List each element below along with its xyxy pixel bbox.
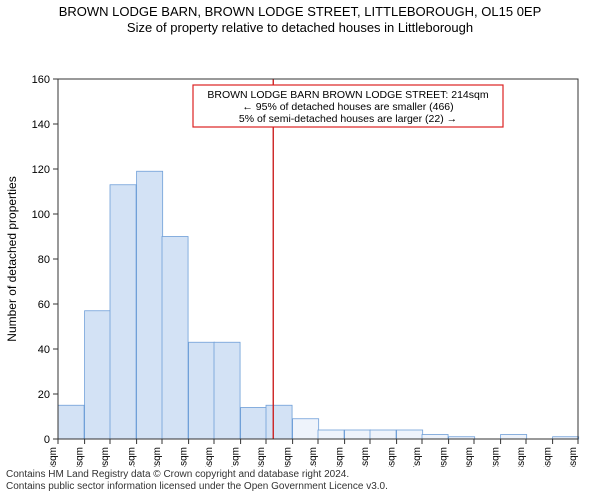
histogram-bar bbox=[214, 342, 240, 439]
y-tick-label: 140 bbox=[32, 119, 50, 131]
callout-line-1: BROWN LODGE BARN BROWN LODGE STREET: 214… bbox=[207, 89, 488, 101]
histogram-bar bbox=[58, 405, 84, 439]
x-tick-label: 359sqm bbox=[439, 447, 450, 467]
callout-line-2: ← 95% of detached houses are smaller (46… bbox=[242, 101, 453, 113]
x-tick-label: 294sqm bbox=[360, 447, 371, 467]
x-tick-label: 251sqm bbox=[308, 447, 319, 467]
y-tick-label: 100 bbox=[32, 209, 50, 221]
x-tick-label: 58sqm bbox=[75, 447, 86, 467]
y-tick-label: 120 bbox=[32, 164, 50, 176]
histogram-bar bbox=[241, 407, 267, 439]
footer: Contains HM Land Registry data © Crown c… bbox=[0, 467, 600, 498]
chart-container: 0 20 40 60 80 100 120 140 160 Number of detached … bbox=[0, 37, 600, 467]
histogram-bar bbox=[85, 310, 111, 438]
x-tick-label: 122sqm bbox=[152, 447, 163, 467]
x-tick-label: 36sqm bbox=[48, 447, 59, 467]
y-axis-label: Number of detached properties bbox=[5, 176, 19, 341]
histogram-bar bbox=[162, 236, 188, 439]
x-tick-label: 402sqm bbox=[491, 447, 502, 467]
histogram-bar bbox=[318, 430, 344, 439]
x-tick-label: 230sqm bbox=[283, 447, 294, 467]
callout-line-3: 5% of semi-detached houses are larger (2… bbox=[239, 113, 457, 125]
x-tick-label: 79sqm bbox=[100, 447, 111, 467]
histogram-bar bbox=[345, 430, 371, 439]
x-tick-label: 423sqm bbox=[516, 447, 527, 467]
histogram-bar bbox=[422, 434, 448, 439]
x-tick-label: 101sqm bbox=[127, 447, 138, 467]
histogram-bar bbox=[189, 342, 215, 439]
footer-line-2: Contains public sector information licen… bbox=[6, 481, 594, 494]
histogram-bar bbox=[266, 405, 292, 439]
histogram-bar bbox=[397, 430, 423, 439]
histogram-bar bbox=[293, 418, 319, 438]
title-line-1: BROWN LODGE BARN, BROWN LODGE STREET, LI… bbox=[0, 4, 600, 20]
y-tick-label: 20 bbox=[38, 389, 50, 401]
x-tick-label: 445sqm bbox=[543, 447, 554, 467]
x-tick-label: 337sqm bbox=[412, 447, 423, 467]
x-tick-label: 187sqm bbox=[231, 447, 242, 467]
x-tick-label: 165sqm bbox=[204, 447, 215, 467]
histogram-bar bbox=[501, 434, 527, 439]
x-tick-label: 380sqm bbox=[464, 447, 475, 467]
x-tick-label: 273sqm bbox=[335, 447, 346, 467]
x-tick-label: 208sqm bbox=[256, 447, 267, 467]
y-tick-label: 0 bbox=[44, 434, 50, 446]
x-tick-label: 466sqm bbox=[568, 447, 579, 467]
title-line-2: Size of property relative to detached ho… bbox=[0, 20, 600, 36]
footer-line-1: Contains HM Land Registry data © Crown c… bbox=[6, 469, 594, 482]
x-tick-label: 144sqm bbox=[179, 447, 190, 467]
x-tick-label: 316sqm bbox=[387, 447, 398, 467]
histogram-chart: 0 20 40 60 80 100 120 140 160 Number of detached … bbox=[0, 37, 600, 467]
chart-titles: BROWN LODGE BARN, BROWN LODGE STREET, LI… bbox=[0, 0, 600, 37]
histogram-bar bbox=[370, 430, 396, 439]
histogram-bar bbox=[110, 184, 136, 438]
y-tick-label: 40 bbox=[38, 344, 50, 356]
y-tick-label: 80 bbox=[38, 254, 50, 266]
histogram-bar bbox=[137, 171, 163, 439]
y-tick-label: 60 bbox=[38, 299, 50, 311]
y-tick-label: 160 bbox=[32, 74, 50, 86]
